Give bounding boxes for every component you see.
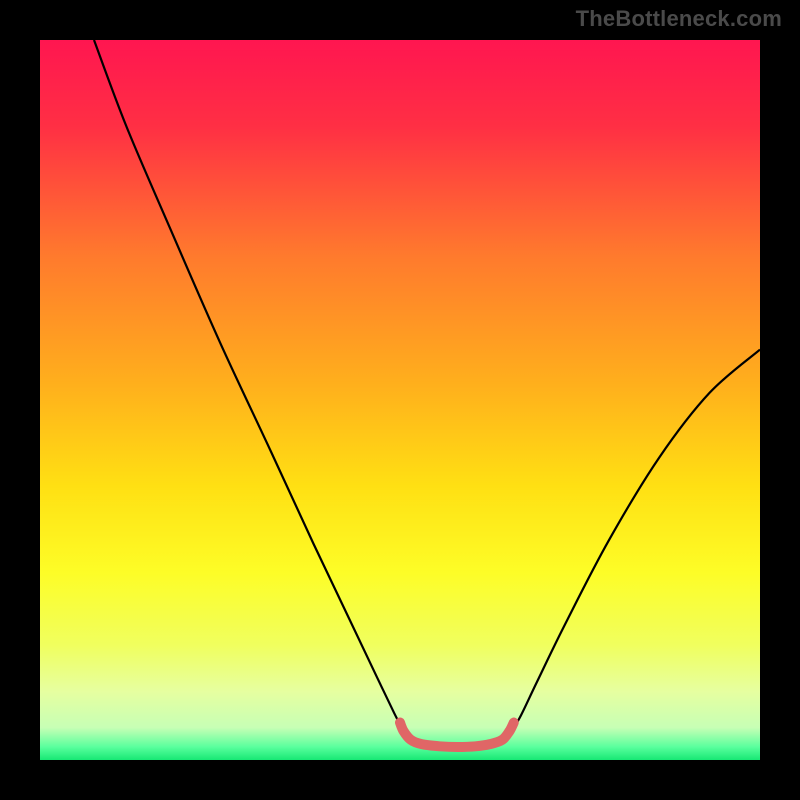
chart-area [40, 40, 760, 760]
watermark-text: TheBottleneck.com [576, 6, 782, 32]
curve-left-branch [94, 40, 404, 731]
curve-right-branch [512, 350, 760, 732]
chart-curves [40, 40, 760, 760]
valley-marker [400, 723, 514, 747]
